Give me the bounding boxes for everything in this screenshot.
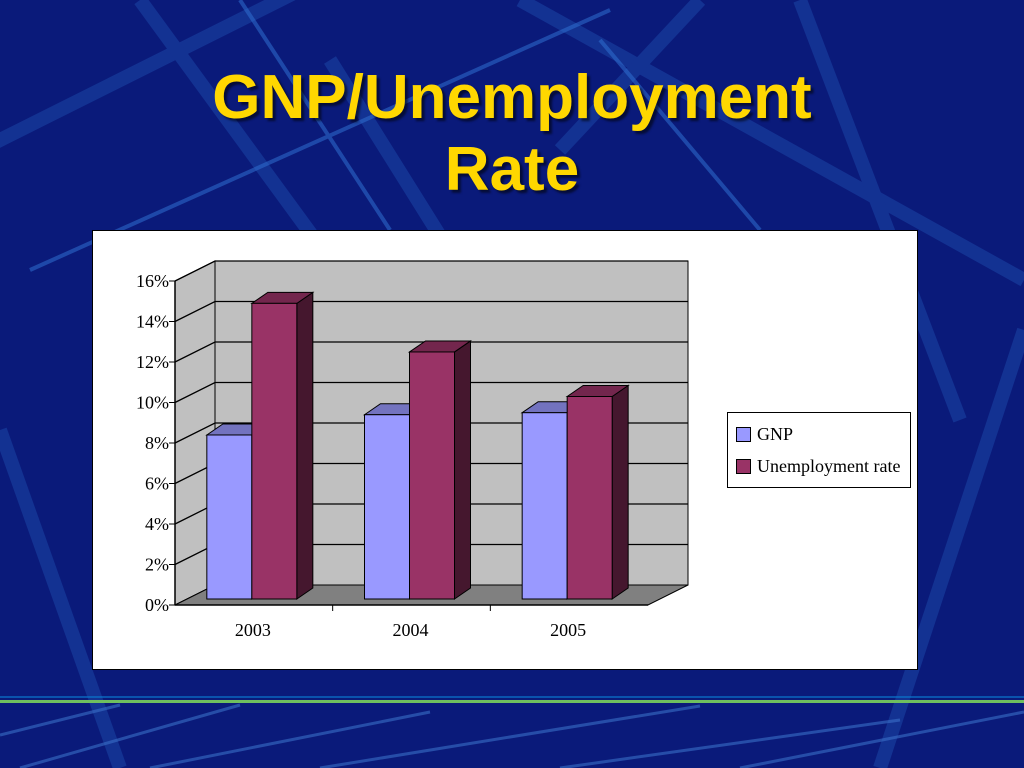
x-tick-label: 2003 xyxy=(235,620,271,640)
unemployment-bar-2005-side xyxy=(611,384,629,600)
gridline xyxy=(174,300,688,323)
slide-title-line-2: Rate xyxy=(444,135,580,204)
x-tick-label: 2004 xyxy=(393,620,429,640)
legend-swatch-unemployment xyxy=(736,458,751,474)
unemployment-bar-2004-side xyxy=(454,339,471,600)
legend-label-unemployment: Unemployment rate xyxy=(757,455,901,476)
slide-title: GNP/Unemployment Rate xyxy=(0,62,1024,206)
gnp-bar-2005 xyxy=(521,412,568,600)
unemployment-bar-2003 xyxy=(251,302,298,600)
chart-panel: 0% 2% 4% 6% 8% 10% 12% 14% 16% 2003 2004 2005 GNP U… xyxy=(92,230,918,670)
y-tick-label: 16% xyxy=(136,271,169,291)
unemployment-bar-2003-side xyxy=(296,291,314,600)
bar-chart: 0% 2% 4% 6% 8% 10% 12% 14% 16% 2003 2004 2005 xyxy=(136,260,689,640)
x-tick-label: 2005 xyxy=(550,620,586,640)
y-tick-label: 14% xyxy=(136,312,169,332)
gnp-bar-2004 xyxy=(364,414,410,600)
gnp-bar-2003 xyxy=(206,434,253,600)
chart-legend: GNP Unemployment rate xyxy=(727,412,911,488)
y-tick-label: 10% xyxy=(136,393,169,413)
gridline xyxy=(174,260,688,282)
legend-label-gnp: GNP xyxy=(757,423,794,444)
unemployment-bar-2004 xyxy=(409,351,455,600)
gridline xyxy=(174,341,688,363)
y-tick-label: 12% xyxy=(136,352,169,372)
legend-item-unemployment: Unemployment rate xyxy=(736,455,900,477)
unemployment-bar-2005 xyxy=(566,396,613,600)
y-tick-label: 2% xyxy=(145,555,169,575)
y-tick-label: 6% xyxy=(145,474,169,494)
y-tick-label: 0% xyxy=(145,595,169,615)
y-tick-label: 4% xyxy=(145,514,169,534)
legend-item-gnp: GNP xyxy=(736,423,793,445)
y-tick-label: 8% xyxy=(145,433,169,453)
slide-title-line-1: GNP/Unemployment xyxy=(212,63,812,132)
gridline xyxy=(174,381,688,404)
legend-swatch-gnp xyxy=(736,426,751,442)
